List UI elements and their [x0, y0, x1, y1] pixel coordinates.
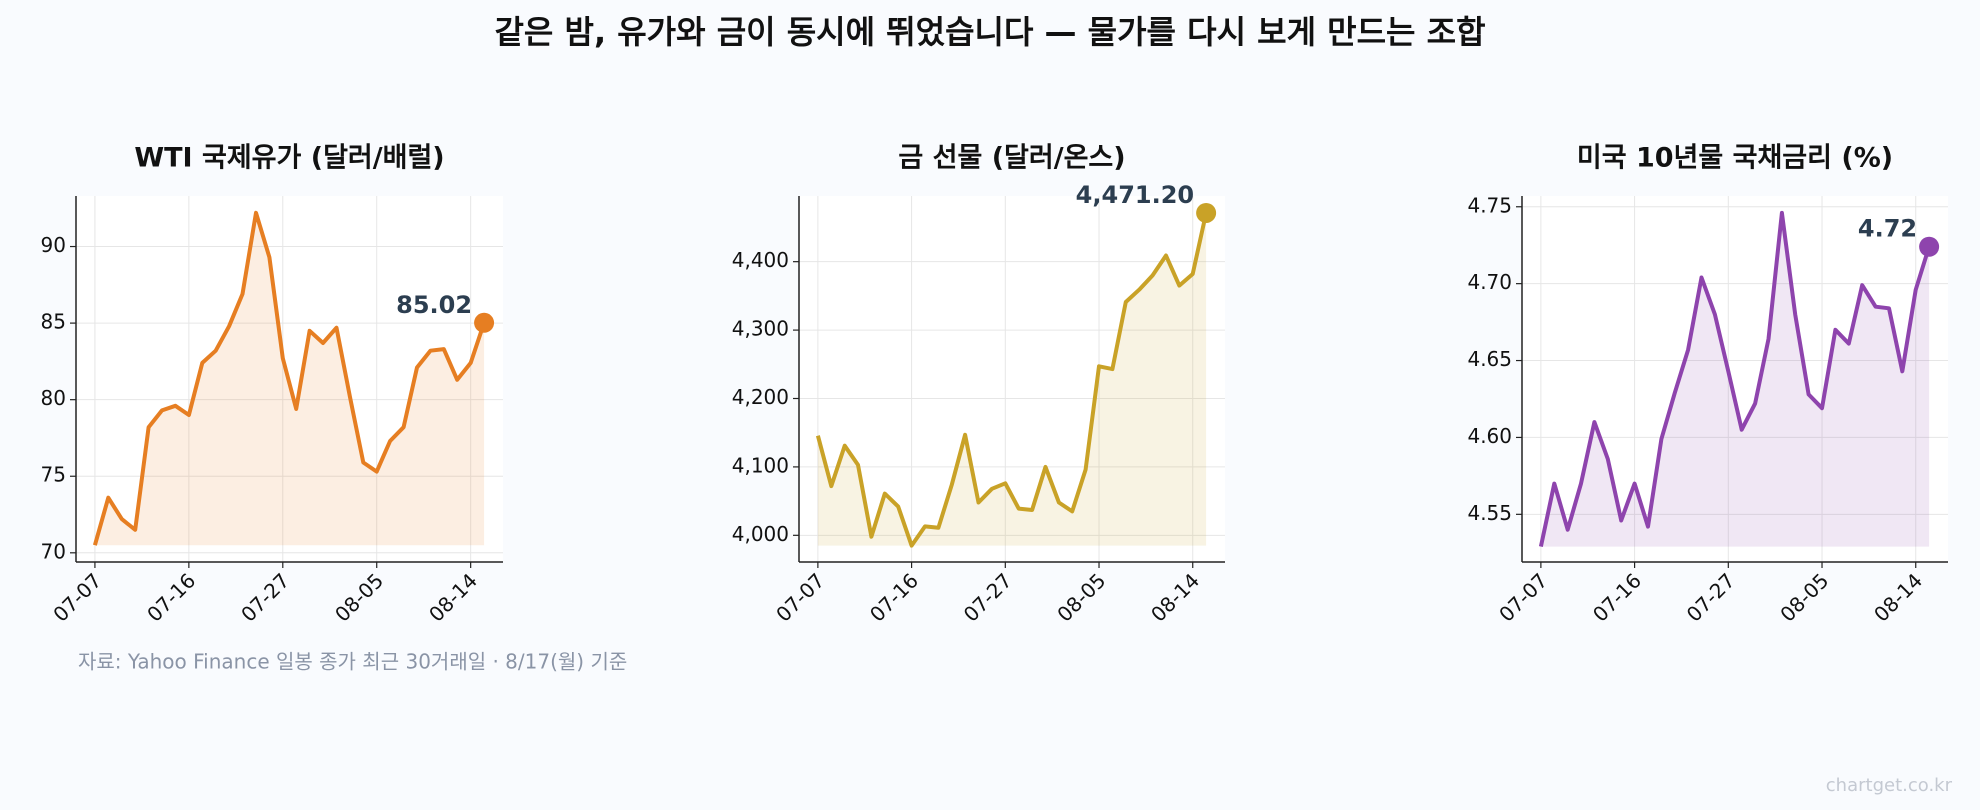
area: [817, 213, 1207, 546]
x-tick-label: 07-27: [959, 568, 1017, 626]
line: [1538, 210, 1932, 548]
y-tick-label: 80: [41, 386, 66, 410]
x-tick-label: 07-27: [236, 568, 294, 626]
x-tick-label: 07-16: [142, 568, 200, 626]
y-tick-label: 75: [41, 463, 66, 487]
y-tick-label: 4.65: [1467, 347, 1512, 371]
y-tick-label: 4.55: [1467, 501, 1512, 525]
y-tick-label: 4,200: [732, 385, 789, 409]
x-tick-label: 07-07: [1494, 568, 1552, 626]
panel-title: 미국 10년물 국채금리 (%): [1577, 143, 1893, 174]
area: [1540, 212, 1930, 547]
y-tick-label: 4.75: [1467, 193, 1512, 217]
x-tick-label: 07-07: [771, 568, 829, 626]
x-tick-label: 08-05: [1775, 568, 1833, 626]
x-tick-label: 08-14: [1146, 568, 1204, 626]
x-tick-label: 07-16: [865, 568, 923, 626]
x-tick-label: 07-27: [1682, 568, 1740, 626]
x-tick-label: 08-05: [1052, 568, 1110, 626]
value-label: 4.72: [1858, 215, 1917, 243]
y-tick-label: 70: [41, 539, 66, 563]
y-tick-label: 4,100: [732, 453, 789, 477]
x-tick-label: 07-07: [48, 568, 106, 626]
plot-area: [799, 196, 1225, 562]
plot-area: [1522, 196, 1948, 562]
y-tick-label: 4.60: [1467, 424, 1512, 448]
y-tick-label: 85: [41, 310, 66, 334]
end-marker: [474, 312, 495, 333]
x-tick-label: 07-16: [1588, 568, 1646, 626]
y-tick-label: 4.70: [1467, 270, 1512, 294]
x-tick-label: 08-14: [424, 568, 482, 626]
value-label: 85.02: [396, 291, 472, 319]
main-title: 같은 밤, 유가와 금이 동시에 뛰었습니다 — 물가를 다시 보게 만드는 조…: [494, 13, 1485, 51]
x-tick-label: 08-05: [330, 568, 388, 626]
y-tick-label: 4,300: [732, 317, 789, 341]
panel-title: 금 선물 (달러/온스): [898, 143, 1125, 174]
line: [92, 210, 486, 546]
y-tick-label: 4,400: [732, 248, 789, 272]
panel-title: WTI 국제유가 (달러/배럴): [134, 143, 444, 174]
y-tick-label: 4,000: [732, 522, 789, 546]
source-note: 자료: Yahoo Finance 일봉 종가 최근 30거래일 · 8/17(…: [78, 650, 627, 674]
watermark: chartget.co.kr: [1826, 775, 1953, 796]
line: [815, 212, 1209, 548]
x-tick-label: 08-14: [1869, 568, 1927, 626]
end-marker: [1196, 202, 1217, 223]
y-tick-label: 90: [41, 233, 66, 257]
area: [94, 212, 485, 546]
end-marker: [1919, 236, 1940, 257]
value-label: 4,471.20: [1076, 181, 1194, 209]
